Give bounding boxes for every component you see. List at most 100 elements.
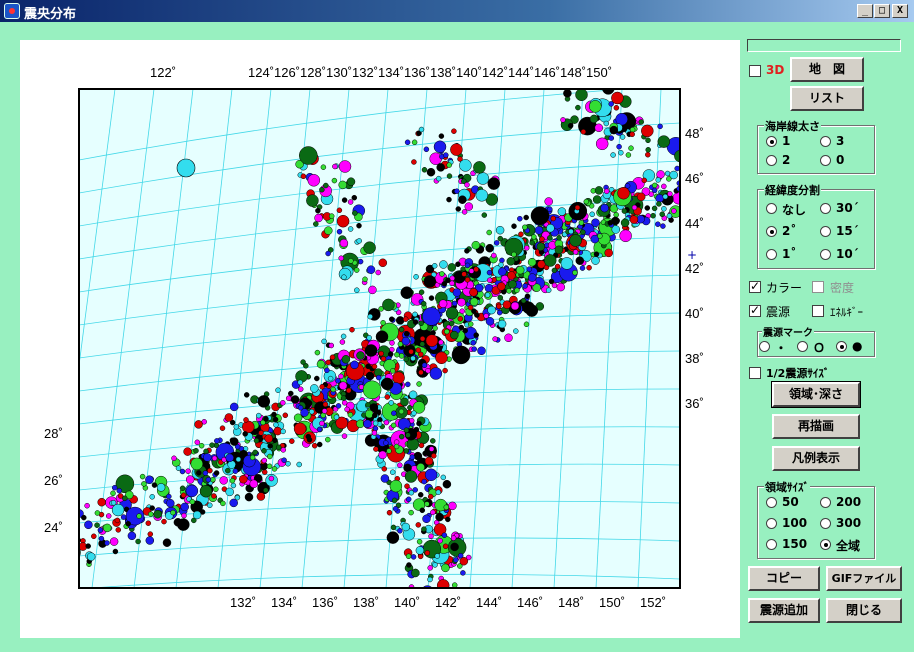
epicenter-marker: [441, 563, 450, 573]
epicenter-marker: [389, 479, 403, 493]
redraw-button[interactable]: 再描画: [772, 414, 860, 439]
epicenter-marker: [305, 433, 312, 440]
title-bar: 震央分布 _ □ X: [0, 0, 914, 22]
region-size-radio-2[interactable]: [766, 518, 777, 529]
epicenter-marker: [261, 448, 267, 454]
maximize-button[interactable]: □: [874, 4, 890, 18]
epicenter-marker: [388, 316, 395, 322]
epicenter-marker: [272, 437, 278, 443]
mark-radio-1[interactable]: [797, 341, 808, 352]
region-size-radio-1[interactable]: [820, 497, 831, 508]
coastline-radio-1[interactable]: [820, 136, 831, 147]
epicenter-marker: [362, 276, 368, 283]
epicenter-marker: [331, 177, 338, 184]
epicenter-marker: [458, 324, 465, 331]
epicenter-marker: [644, 205, 651, 211]
epicenter-marker: [98, 535, 105, 542]
copy-button[interactable]: コピー: [748, 566, 820, 591]
epicenter-marker: [631, 204, 638, 211]
epicenter-marker: [393, 443, 400, 450]
region-size-radio-5[interactable]: [820, 539, 831, 550]
mark-radio-2[interactable]: [836, 341, 847, 352]
top-longitude-label: 122˚: [150, 65, 176, 80]
bottom-longitude-label: 140˚: [394, 595, 420, 610]
epicenter-marker: [467, 304, 474, 311]
map-button[interactable]: 地 図: [790, 57, 864, 82]
epicenter-marker: [272, 416, 279, 423]
grid-division-option-label: 2˚: [782, 224, 797, 238]
threed-checkbox[interactable]: [749, 65, 761, 77]
hypocenter-checkbox[interactable]: [749, 303, 761, 317]
coastline-group-title: 海岸線太さ: [764, 118, 821, 134]
epicenter-marker: [616, 143, 622, 150]
color-checkbox[interactable]: [749, 279, 761, 293]
epicenter-marker: [507, 271, 516, 280]
epicenter-marker: [629, 131, 635, 138]
grid-division-radio-2[interactable]: [766, 226, 777, 237]
epicenter-marker: [583, 198, 590, 205]
region-size-radio-0[interactable]: [766, 497, 777, 508]
epicenter-marker: [319, 420, 325, 427]
epicenter-marker: [319, 384, 325, 390]
legend-button[interactable]: 凡例表示: [772, 446, 860, 471]
region-size-radio-4[interactable]: [766, 539, 777, 550]
epicenter-marker: [464, 248, 470, 254]
epicenter-marker: [429, 152, 442, 165]
epicenter-marker: [435, 351, 448, 365]
app-icon[interactable]: [4, 3, 20, 19]
coastline-radio-2[interactable]: [766, 155, 777, 166]
epicenter-marker: [402, 316, 409, 322]
epicenter-marker: [70, 534, 75, 539]
epicenter-marker: [442, 367, 448, 374]
epicenter-marker: [508, 280, 517, 289]
epicenter-marker: [62, 536, 70, 544]
energy-checkbox[interactable]: [812, 305, 824, 317]
epicenter-marker: [365, 402, 371, 408]
close-dialog-button[interactable]: 閉じる: [826, 598, 902, 623]
epicenter-marker: [181, 512, 187, 519]
epicenter-marker: [391, 497, 398, 504]
coastline-radio-3[interactable]: [820, 155, 831, 166]
minimize-button[interactable]: _: [857, 4, 873, 18]
epicenter-marker: [325, 250, 331, 257]
epicenter-marker: [242, 420, 255, 434]
epicenter-marker: [641, 124, 654, 138]
list-button[interactable]: リスト: [790, 86, 864, 111]
epicenter-marker: [572, 249, 579, 255]
epicenter-marker: [401, 336, 411, 346]
grid-division-radio-3[interactable]: [820, 226, 831, 237]
grid-division-radio-4[interactable]: [766, 249, 777, 260]
coastline-radio-0[interactable]: [766, 136, 777, 147]
epicenter-marker: [619, 134, 626, 140]
epicenter-marker: [682, 205, 687, 210]
grid-division-radio-5[interactable]: [820, 249, 831, 260]
region-size-radio-3[interactable]: [820, 518, 831, 529]
epicenter-map[interactable]: +122˚ 124˚ 126˚ 128˚ 130˚ 132˚ 134˚ 136˚ 138˚ 140…: [20, 40, 740, 638]
epicenter-marker: [117, 493, 124, 499]
gif-file-button[interactable]: GIFファイル: [826, 566, 902, 591]
epicenter-marker: [532, 283, 541, 292]
add-hypocenter-button[interactable]: 震源追加: [748, 598, 820, 623]
epicenter-marker: [372, 412, 378, 419]
grid-division-radio-1[interactable]: [820, 203, 831, 214]
epicenter-marker: [110, 490, 116, 497]
epicenter-marker: [408, 489, 415, 496]
half-size-checkbox[interactable]: [749, 367, 761, 379]
epicenter-marker: [592, 195, 602, 204]
bottom-longitude-label: 132˚: [230, 595, 256, 610]
epicenter-marker: [365, 371, 375, 381]
epicenter-marker: [300, 173, 307, 180]
epicenter-marker: [166, 498, 175, 508]
epicenter-marker: [403, 427, 410, 433]
epicenter-marker: [433, 140, 447, 154]
grid-division-radio-0[interactable]: [766, 203, 777, 214]
epicenter-marker: [214, 438, 220, 444]
mark-radio-0[interactable]: [759, 341, 770, 352]
coastline-option-label: 1: [782, 134, 791, 148]
epicenter-marker: [459, 308, 465, 314]
close-window-button[interactable]: X: [892, 4, 908, 18]
epicenter-marker: [421, 362, 428, 369]
density-checkbox[interactable]: [812, 281, 824, 293]
epicenter-marker: [408, 348, 414, 355]
region-depth-button[interactable]: 領域･深さ: [771, 381, 861, 408]
